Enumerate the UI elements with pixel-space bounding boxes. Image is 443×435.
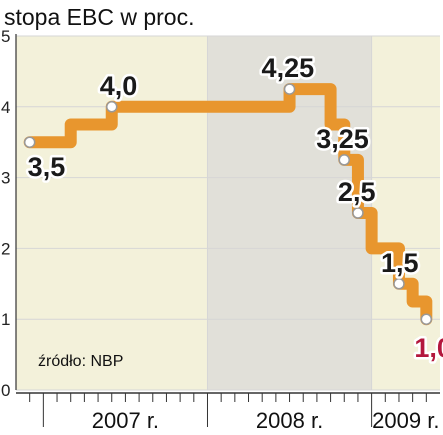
rate-marker [352,207,364,219]
rate-marker [420,313,433,325]
rate-marker [393,278,405,290]
rate-marker [23,136,36,148]
data-label: 3,5 [28,152,66,182]
y-tick-label: 0 [1,381,10,400]
x-year-label: 2009 r. [372,408,439,433]
rate-marker [283,83,296,95]
y-axis-ticks: 0 1 2 3 4 5 [1,27,10,400]
y-tick-label: 5 [1,27,10,46]
data-label: 3,25 [316,124,369,154]
y-tick-label: 1 [1,310,10,329]
chart-title: stopa EBC w proc. [4,4,194,30]
y-tick-label: 4 [1,98,10,117]
x-year-label: 2007 r. [92,408,159,433]
rate-marker [338,154,351,166]
data-label: 1,5 [381,248,419,278]
source-note: źródło: NBP [38,353,123,370]
data-label: 4,25 [262,53,315,83]
x-axis: 2007 r. 2008 r. 2009 r. [16,392,440,433]
y-tick-label: 2 [1,239,10,258]
data-label: 4,0 [100,71,138,101]
band-2007 [16,36,208,390]
data-labels: 3,5 4,0 4,25 3,25 2,5 1,5 1,0 [25,51,443,366]
rate-markers [23,83,433,325]
data-label: 2,5 [338,177,376,207]
data-label: 1,0 [414,333,443,363]
y-tick-label: 3 [1,169,10,188]
x-year-label: 2008 r. [256,408,323,433]
rate-marker [105,101,118,113]
band-2009 [371,36,440,390]
